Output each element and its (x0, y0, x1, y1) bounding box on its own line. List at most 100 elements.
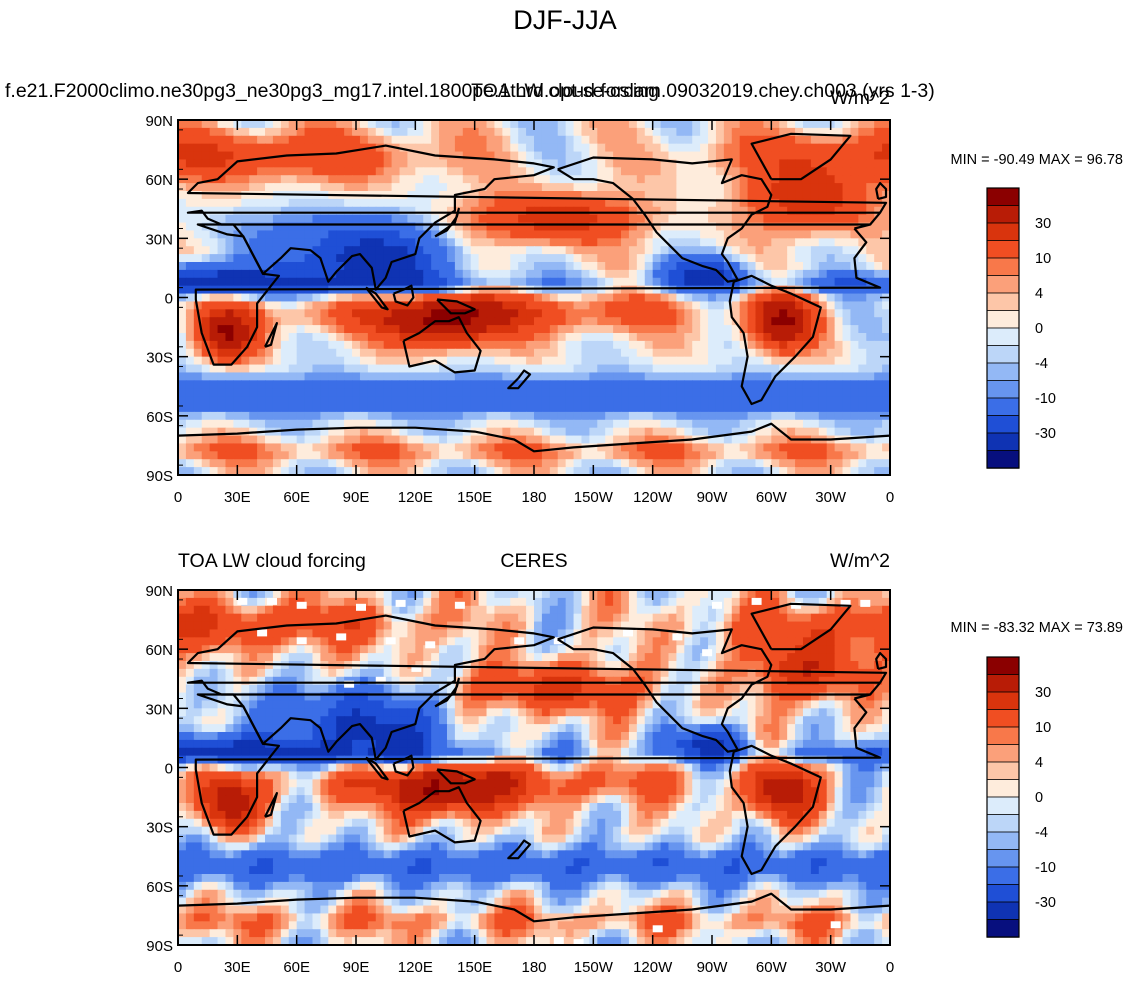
field-cell (763, 348, 772, 358)
field-cell (747, 214, 757, 224)
field-cell (486, 293, 496, 303)
field-cell (565, 198, 575, 208)
field-cell (636, 269, 646, 279)
field-cell (802, 645, 812, 654)
field-cell (375, 427, 385, 437)
field-cell (779, 388, 788, 397)
field-cells (178, 120, 890, 475)
field-cell (573, 419, 583, 429)
field-cell (407, 246, 416, 255)
field-cell (352, 621, 361, 631)
field-cell (344, 411, 353, 421)
field-cell (518, 419, 527, 429)
field-cell (193, 159, 203, 168)
field-cell (320, 135, 329, 145)
field-cell (589, 230, 598, 239)
field-cell (605, 135, 614, 145)
field-cell (265, 605, 274, 615)
field-cell (605, 301, 614, 310)
field-cell (882, 262, 890, 271)
field-cell (613, 388, 622, 397)
field-cell (415, 293, 424, 303)
field-cell (826, 333, 836, 342)
field-cell (344, 380, 353, 389)
field-cell (233, 396, 242, 405)
field-cell (795, 198, 804, 208)
field-cell (771, 621, 780, 631)
field-cell (446, 269, 456, 279)
field-cell (233, 388, 242, 397)
field-cell (834, 183, 844, 192)
field-cell (478, 277, 488, 287)
field-cell (272, 372, 282, 381)
field-cell (802, 167, 812, 176)
field-cell (233, 198, 242, 208)
field-cell (415, 605, 424, 615)
field-cell (209, 396, 219, 405)
field-cell (312, 246, 321, 255)
field-cell (415, 183, 424, 192)
field-cell (296, 613, 306, 623)
field-cell (573, 597, 583, 607)
field-cell (446, 613, 456, 623)
field-cell (241, 364, 250, 374)
field-cell (296, 388, 306, 397)
field-cell (462, 629, 472, 638)
field-cell (858, 246, 867, 255)
field-cell (850, 120, 859, 129)
field-cell (810, 605, 820, 615)
field-cell (462, 356, 472, 366)
field-cell (692, 467, 701, 475)
field-cell (454, 629, 464, 638)
field-cell (644, 629, 654, 638)
field-cell (320, 590, 329, 599)
field-cell (510, 317, 519, 326)
field-cell (336, 340, 345, 350)
field-cell (810, 427, 820, 437)
field-cell (407, 419, 416, 429)
field-cell (470, 238, 480, 247)
field-cell (193, 621, 203, 631)
colorbar-box (986, 257, 1020, 277)
field-cell (328, 404, 337, 413)
field-cell (257, 661, 266, 670)
field-cell (494, 143, 503, 153)
field-cell (787, 411, 796, 421)
field-cell (328, 222, 337, 232)
field-cell (185, 372, 195, 381)
field-cell (375, 159, 385, 168)
field-cell (708, 269, 717, 279)
field-cell (882, 340, 890, 350)
field-cell (391, 325, 401, 334)
field-cell (818, 443, 828, 452)
field-cell (534, 175, 543, 184)
field-cell (383, 427, 393, 437)
field-cell (597, 238, 606, 247)
field-cell (328, 597, 337, 607)
field-cell (494, 301, 503, 310)
field-cell (249, 661, 258, 670)
field-cell (225, 238, 234, 247)
field-cell (249, 372, 258, 381)
field-cell (763, 380, 772, 389)
field-cell (280, 411, 290, 421)
field-cell (518, 613, 527, 623)
field-cell (462, 230, 472, 239)
field-cell (526, 590, 535, 599)
field-cell (502, 277, 511, 287)
field-cell (557, 435, 567, 445)
field-cell (249, 411, 258, 421)
field-cell (272, 348, 282, 358)
field-cell (692, 443, 701, 452)
field-cell (597, 427, 606, 437)
field-cell (763, 443, 772, 452)
field-cell (359, 151, 369, 161)
field-cell (423, 348, 432, 358)
field-cell (178, 277, 187, 287)
field-cell (723, 427, 733, 437)
field-cell (486, 590, 496, 599)
field-cell (367, 364, 377, 374)
field-cell (668, 396, 677, 405)
field-cell (280, 459, 290, 468)
field-cell (462, 348, 472, 358)
